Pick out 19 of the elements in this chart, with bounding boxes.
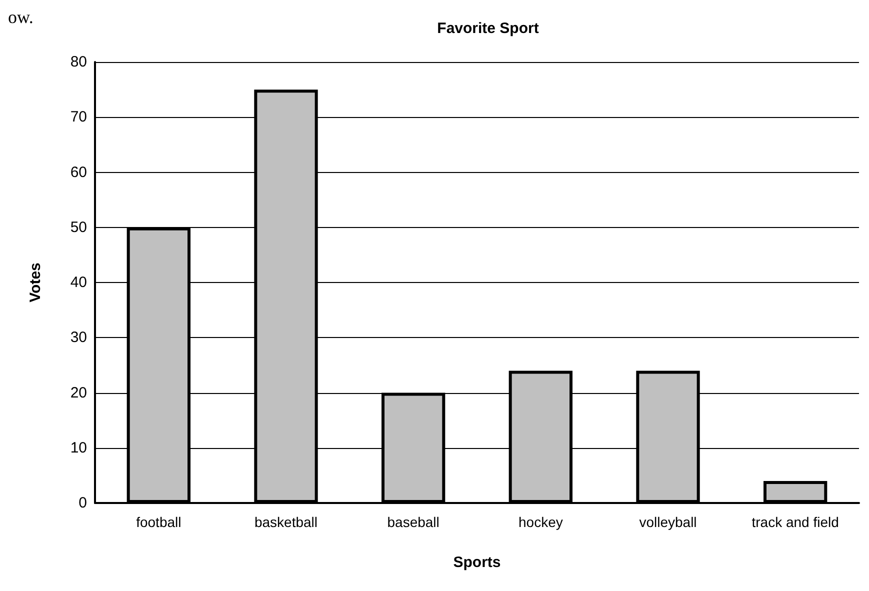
x-tick-label: basketball (254, 514, 318, 530)
y-tick-label: 70 (70, 108, 87, 126)
x-tick-label: track and field (752, 514, 839, 530)
y-tick-label: 30 (70, 329, 87, 346)
y-tick-label: 60 (70, 164, 87, 181)
text: ow. (8, 7, 34, 27)
y-tick-label: 80 (70, 54, 87, 70)
y-tick-label: 0 (78, 494, 87, 512)
y-tick-label: 20 (70, 384, 87, 402)
x-tick-label: baseball (387, 514, 440, 530)
x-tick-label: hockey (518, 514, 563, 530)
x-tick-label: volleyball (639, 514, 697, 530)
y-tick-label: 50 (70, 218, 87, 236)
y-tick-label: 40 (70, 274, 87, 291)
y-axis-title: Votes (27, 262, 44, 302)
x-tick-label: football (136, 514, 182, 530)
y-tick-label: 10 (70, 439, 87, 456)
chart-title: Favorite Sport (437, 20, 539, 37)
x-axis-title: Sports (453, 554, 501, 571)
